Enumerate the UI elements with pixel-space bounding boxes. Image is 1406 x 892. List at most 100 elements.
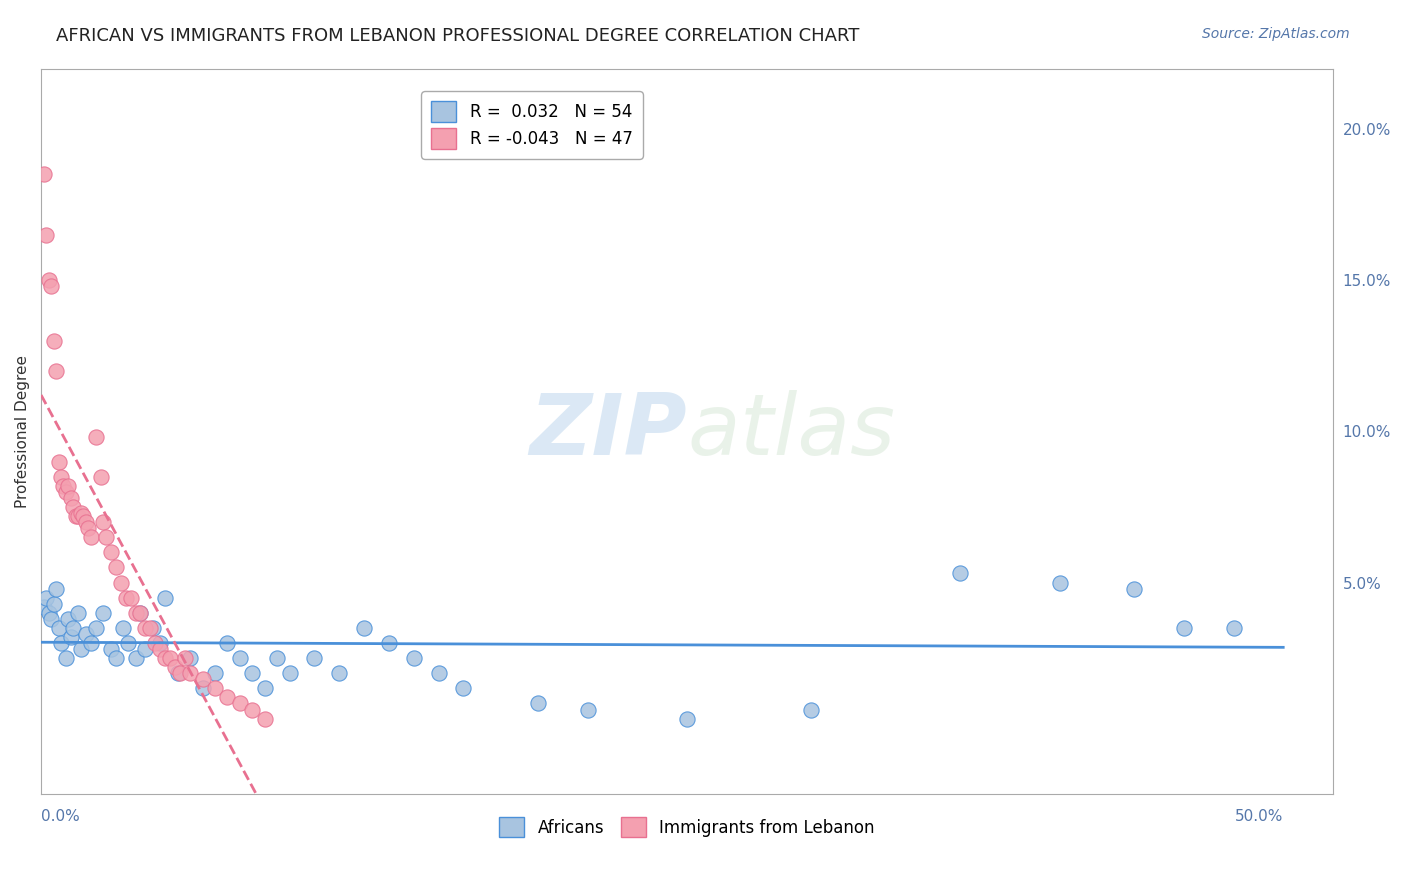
Point bbox=[48, 621, 70, 635]
Point bbox=[100, 642, 122, 657]
Point bbox=[75, 515, 97, 529]
Point bbox=[32, 599, 55, 614]
Point bbox=[49, 469, 72, 483]
Point bbox=[58, 612, 80, 626]
Point bbox=[62, 500, 84, 514]
Point bbox=[117, 636, 139, 650]
Point bbox=[427, 666, 450, 681]
Text: AFRICAN VS IMMIGRANTS FROM LEBANON PROFESSIONAL DEGREE CORRELATION CHART: AFRICAN VS IMMIGRANTS FROM LEBANON PROFE… bbox=[56, 27, 859, 45]
Point bbox=[191, 673, 214, 687]
Point bbox=[1222, 621, 1244, 635]
Point bbox=[45, 364, 67, 378]
Point bbox=[59, 491, 82, 505]
Point bbox=[70, 506, 93, 520]
Point bbox=[149, 642, 172, 657]
Point bbox=[165, 660, 187, 674]
Point bbox=[159, 651, 181, 665]
Point bbox=[62, 621, 84, 635]
Point bbox=[39, 612, 62, 626]
Point bbox=[253, 712, 276, 726]
Point bbox=[134, 642, 156, 657]
Point bbox=[65, 508, 87, 523]
Point bbox=[453, 681, 475, 696]
Point bbox=[91, 515, 114, 529]
Point bbox=[949, 566, 972, 581]
Point bbox=[110, 575, 132, 590]
Point bbox=[55, 651, 77, 665]
Point bbox=[104, 560, 127, 574]
Point bbox=[1049, 575, 1071, 590]
Point bbox=[124, 651, 146, 665]
Point bbox=[38, 273, 60, 287]
Point bbox=[676, 712, 699, 726]
Y-axis label: Professional Degree: Professional Degree bbox=[15, 355, 30, 508]
Point bbox=[204, 666, 226, 681]
Point bbox=[155, 591, 177, 605]
Point bbox=[800, 702, 823, 716]
Point bbox=[402, 651, 425, 665]
Point bbox=[35, 227, 58, 242]
Point bbox=[179, 666, 201, 681]
Point bbox=[229, 651, 252, 665]
Point bbox=[55, 484, 77, 499]
Point bbox=[70, 642, 93, 657]
Point bbox=[527, 697, 550, 711]
Point bbox=[45, 582, 67, 596]
Text: 0.0%: 0.0% bbox=[41, 809, 80, 824]
Point bbox=[266, 651, 288, 665]
Point bbox=[104, 651, 127, 665]
Point bbox=[149, 636, 172, 650]
Point bbox=[84, 430, 107, 444]
Point bbox=[38, 606, 60, 620]
Point bbox=[59, 630, 82, 644]
Point bbox=[91, 606, 114, 620]
Point bbox=[58, 479, 80, 493]
Point bbox=[204, 681, 226, 696]
Point bbox=[217, 690, 239, 705]
Point bbox=[240, 666, 263, 681]
Point bbox=[191, 681, 214, 696]
Point bbox=[134, 621, 156, 635]
Point bbox=[52, 479, 75, 493]
Point bbox=[120, 591, 142, 605]
Point bbox=[139, 621, 162, 635]
Point bbox=[129, 606, 152, 620]
Text: Source: ZipAtlas.com: Source: ZipAtlas.com bbox=[1202, 27, 1350, 41]
Point bbox=[90, 469, 112, 483]
Point bbox=[42, 597, 65, 611]
Point bbox=[155, 651, 177, 665]
Point bbox=[253, 681, 276, 696]
Point bbox=[278, 666, 301, 681]
Point bbox=[48, 454, 70, 468]
Point bbox=[42, 334, 65, 348]
Point bbox=[67, 606, 90, 620]
Point bbox=[328, 666, 350, 681]
Point bbox=[72, 508, 94, 523]
Point bbox=[1123, 582, 1146, 596]
Text: 50.0%: 50.0% bbox=[1234, 809, 1284, 824]
Point bbox=[179, 651, 201, 665]
Point bbox=[378, 636, 401, 650]
Point bbox=[84, 621, 107, 635]
Point bbox=[112, 621, 135, 635]
Text: atlas: atlas bbox=[688, 390, 896, 473]
Point bbox=[80, 636, 103, 650]
Legend: R =  0.032   N = 54, R = -0.043   N = 47: R = 0.032 N = 54, R = -0.043 N = 47 bbox=[422, 91, 643, 159]
Point bbox=[32, 167, 55, 181]
Point bbox=[145, 636, 167, 650]
Point bbox=[576, 702, 599, 716]
Point bbox=[114, 591, 136, 605]
Point bbox=[169, 666, 191, 681]
Point bbox=[229, 697, 252, 711]
Point bbox=[67, 508, 90, 523]
Text: ZIP: ZIP bbox=[530, 390, 688, 473]
Point bbox=[174, 651, 197, 665]
Point bbox=[142, 621, 165, 635]
Point bbox=[240, 702, 263, 716]
Point bbox=[166, 666, 188, 681]
Point bbox=[217, 636, 239, 650]
Point bbox=[49, 636, 72, 650]
Point bbox=[75, 627, 97, 641]
Point bbox=[100, 545, 122, 559]
Point bbox=[304, 651, 326, 665]
